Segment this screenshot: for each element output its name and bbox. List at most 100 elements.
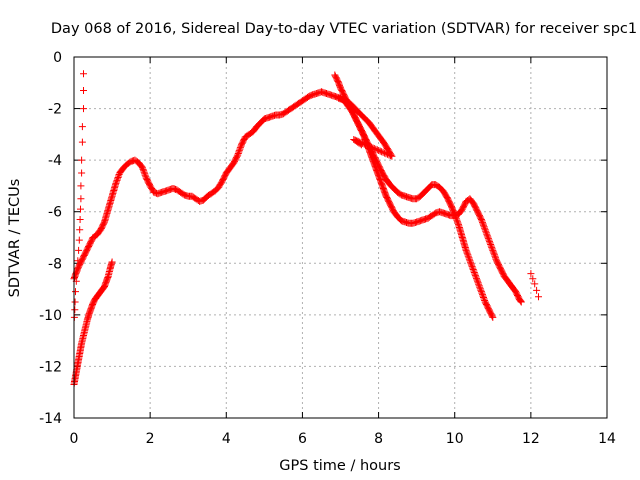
data-point <box>481 224 489 232</box>
data-point <box>467 260 475 268</box>
data-point <box>112 178 120 186</box>
data-point <box>75 246 83 254</box>
data-point <box>80 105 87 113</box>
data-point <box>363 141 371 149</box>
data-point <box>80 87 87 94</box>
data-point <box>386 152 394 160</box>
y-tick-label: -12 <box>39 359 62 375</box>
axis-ticks <box>73 56 608 419</box>
data-point <box>488 245 496 253</box>
data-point <box>235 147 243 155</box>
data-point <box>475 280 483 288</box>
data-point <box>517 297 525 305</box>
y-axis-label: SDTVAR / TECUs <box>7 179 23 298</box>
data-point <box>376 147 384 155</box>
x-tick-label: 2 <box>146 431 155 447</box>
data-point <box>99 284 107 292</box>
data-point <box>72 288 79 296</box>
data-point <box>486 238 493 246</box>
data-points <box>70 70 542 388</box>
x-tick-label: 0 <box>70 431 79 447</box>
data-point <box>476 283 484 291</box>
data-point <box>453 218 461 226</box>
y-tick-label: -4 <box>48 153 62 169</box>
data-point <box>490 251 498 259</box>
data-point <box>531 280 539 288</box>
data-point <box>477 286 485 294</box>
x-tick-label: 10 <box>446 431 464 447</box>
data-point <box>463 249 471 257</box>
x-tick-label: 12 <box>522 431 540 447</box>
data-point <box>379 148 387 156</box>
grid-lines <box>74 57 607 418</box>
x-axis-label: GPS time / hours <box>279 458 400 474</box>
data-point <box>473 276 481 284</box>
data-point <box>488 312 496 320</box>
data-point <box>80 70 87 78</box>
data-point <box>77 195 85 203</box>
y-tick-label: -10 <box>39 308 62 324</box>
data-point <box>384 150 391 158</box>
data-point <box>527 270 535 278</box>
y-tick-labels: 0 -2 -4 -6 -8 -10 -12 -14 <box>39 50 62 427</box>
data-point <box>78 169 86 177</box>
data-point <box>489 313 497 321</box>
data-point <box>367 143 375 151</box>
data-point <box>234 151 242 159</box>
data-point <box>140 167 148 175</box>
data-point <box>462 246 470 254</box>
data-point <box>114 175 121 183</box>
data-point <box>78 138 86 146</box>
y-tick-label: -14 <box>39 411 62 427</box>
x-tick-label: 8 <box>374 431 383 447</box>
data-point <box>141 171 149 179</box>
series-arc-3 <box>331 71 525 306</box>
data-point <box>357 141 365 149</box>
x-tick-label: 14 <box>598 431 616 447</box>
x-tick-label: 4 <box>222 431 231 447</box>
data-point <box>76 226 84 234</box>
data-point <box>464 252 472 260</box>
data-point <box>385 151 393 159</box>
data-point <box>482 227 490 235</box>
data-point <box>529 275 537 283</box>
data-point <box>471 270 479 278</box>
data-point <box>480 294 487 301</box>
data-point <box>74 257 82 265</box>
data-point <box>356 140 364 148</box>
x-tick-label: 6 <box>298 431 307 447</box>
data-point <box>369 144 377 152</box>
series-early-vertical-column <box>70 70 87 321</box>
y-tick-label: -8 <box>48 256 62 272</box>
data-point <box>480 221 487 229</box>
data-point <box>378 148 386 156</box>
series-arc-2 <box>70 258 116 388</box>
data-point <box>388 152 396 160</box>
data-point <box>382 150 390 158</box>
y-tick-label: 0 <box>53 50 62 66</box>
data-point <box>478 289 486 297</box>
data-point <box>472 273 480 281</box>
data-point <box>487 241 495 248</box>
series-arc-4 <box>335 94 396 160</box>
data-point <box>375 147 383 154</box>
data-point <box>71 298 79 306</box>
x-tick-labels: 0 2 4 6 8 10 12 14 <box>70 431 616 447</box>
data-point <box>236 144 244 152</box>
data-point <box>71 306 79 314</box>
data-point <box>77 182 85 190</box>
data-point <box>489 248 497 256</box>
data-point <box>517 298 525 306</box>
data-point <box>139 164 146 172</box>
data-point <box>533 286 541 294</box>
data-point <box>366 143 374 151</box>
data-point <box>78 156 86 164</box>
data-point <box>77 205 84 213</box>
data-point <box>373 146 381 154</box>
series-late-short-arc <box>527 270 542 301</box>
data-point <box>381 149 389 157</box>
data-point <box>78 123 86 131</box>
plot-frame <box>73 56 608 419</box>
data-point <box>483 232 491 240</box>
y-tick-label: -6 <box>48 205 62 221</box>
